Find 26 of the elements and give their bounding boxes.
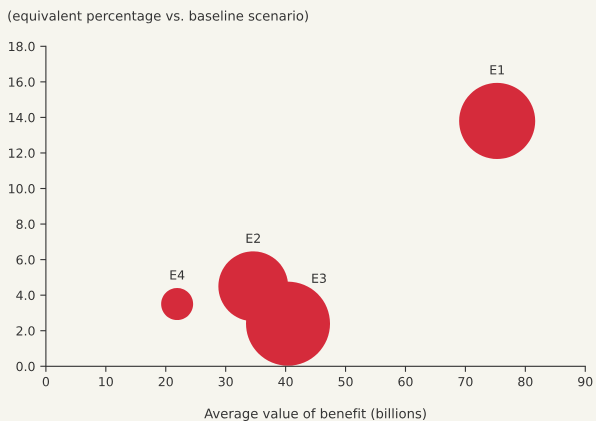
- y-tick-label: 18.0: [9, 42, 35, 52]
- y-tick-label: 10.0: [9, 184, 35, 194]
- chart-title: (equivalent percentage vs. baseline scenario): [8, 10, 308, 24]
- y-tick-label: 6.0: [16, 255, 35, 265]
- annotation: E1: [490, 65, 504, 74]
- y-tick-label: 0.0: [16, 362, 35, 372]
- x-tick-label: 0: [42, 376, 50, 386]
- annotation: E2: [246, 234, 260, 243]
- x-tick-label: 60: [398, 376, 413, 386]
- x-tick-label: 10: [99, 376, 113, 386]
- x-tick-label: 50: [338, 376, 353, 386]
- y-tick-label: 2.0: [16, 326, 35, 336]
- x-tick-label: 80: [518, 376, 532, 386]
- x-tick-label: 30: [218, 376, 233, 386]
- y-tick-label: 16.0: [9, 77, 35, 87]
- annotation: E4: [170, 270, 184, 280]
- x-tick-label: 40: [278, 376, 293, 386]
- y-tick-label: 8.0: [16, 220, 35, 229]
- annotation: E3: [312, 274, 326, 283]
- x-tick-label: 70: [458, 376, 473, 386]
- x-tick-label: 20: [158, 376, 173, 386]
- y-tick-label: 4.0: [16, 290, 35, 300]
- y-tick-label: 14.0: [9, 112, 35, 122]
- y-tick-label: 12.0: [9, 148, 35, 158]
- x-tick-label: 90: [578, 376, 592, 386]
- x-axis-title: Average value of benefit (billions): [204, 408, 426, 421]
